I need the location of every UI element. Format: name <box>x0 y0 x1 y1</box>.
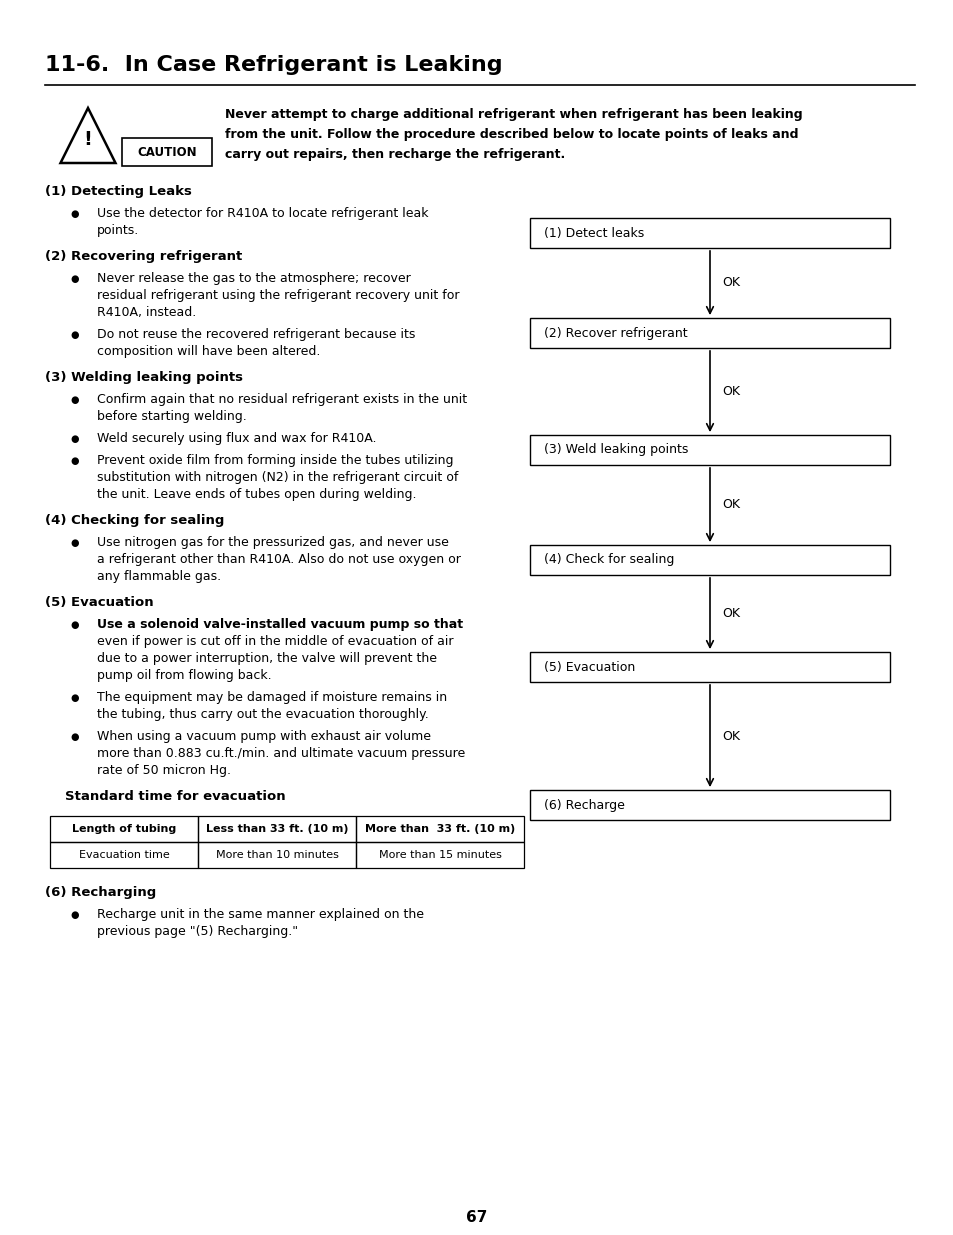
Bar <box>530 545 889 576</box>
Text: the unit. Leave ends of tubes open during welding.: the unit. Leave ends of tubes open durin… <box>97 488 416 501</box>
Bar <box>530 435 889 466</box>
Text: (5) Evacuation: (5) Evacuation <box>45 597 153 609</box>
Text: Do not reuse the recovered refrigerant because its: Do not reuse the recovered refrigerant b… <box>97 329 415 341</box>
Text: The equipment may be damaged if moisture remains in: The equipment may be damaged if moisture… <box>97 692 447 704</box>
Text: previous page "(5) Recharging.": previous page "(5) Recharging." <box>97 925 297 939</box>
Text: composition will have been altered.: composition will have been altered. <box>97 345 320 358</box>
Text: rate of 50 micron Hg.: rate of 50 micron Hg. <box>97 764 231 777</box>
Text: More than 15 minutes: More than 15 minutes <box>378 850 501 860</box>
Text: substitution with nitrogen (N2) in the refrigerant circuit of: substitution with nitrogen (N2) in the r… <box>97 471 457 484</box>
Text: OK: OK <box>721 277 740 289</box>
Bar <box>530 790 889 820</box>
Text: (4) Checking for sealing: (4) Checking for sealing <box>45 514 224 527</box>
Text: R410A, instead.: R410A, instead. <box>97 306 196 319</box>
Text: from the unit. Follow the procedure described below to locate points of leaks an: from the unit. Follow the procedure desc… <box>225 128 798 141</box>
Text: ●: ● <box>71 693 79 703</box>
Text: !: ! <box>84 131 92 149</box>
Text: carry out repairs, then recharge the refrigerant.: carry out repairs, then recharge the ref… <box>225 148 565 161</box>
Bar <box>122 138 212 165</box>
Text: (5) Evacuation: (5) Evacuation <box>543 661 635 673</box>
Text: More than  33 ft. (10 m): More than 33 ft. (10 m) <box>364 824 515 834</box>
Text: Standard time for evacuation: Standard time for evacuation <box>65 790 285 803</box>
Text: pump oil from flowing back.: pump oil from flowing back. <box>97 669 272 682</box>
Bar <box>50 816 198 842</box>
Text: (2) Recover refrigerant: (2) Recover refrigerant <box>543 326 687 340</box>
Text: ●: ● <box>71 433 79 445</box>
Text: Weld securely using flux and wax for R410A.: Weld securely using flux and wax for R41… <box>97 432 376 445</box>
Text: Less than 33 ft. (10 m): Less than 33 ft. (10 m) <box>206 824 348 834</box>
Bar <box>530 317 889 348</box>
Text: any flammable gas.: any flammable gas. <box>97 571 221 583</box>
Text: Length of tubing: Length of tubing <box>71 824 176 834</box>
Text: (1) Detecting Leaks: (1) Detecting Leaks <box>45 185 192 198</box>
Bar <box>198 842 355 868</box>
Text: (3) Weld leaking points: (3) Weld leaking points <box>543 443 688 457</box>
Text: (4) Check for sealing: (4) Check for sealing <box>543 553 674 567</box>
Bar <box>198 816 355 842</box>
Text: Never attempt to charge additional refrigerant when refrigerant has been leaking: Never attempt to charge additional refri… <box>225 107 801 121</box>
Text: ●: ● <box>71 456 79 466</box>
Text: before starting welding.: before starting welding. <box>97 410 247 424</box>
Text: More than 10 minutes: More than 10 minutes <box>215 850 338 860</box>
Text: Use the detector for R410A to locate refrigerant leak: Use the detector for R410A to locate ref… <box>97 207 428 220</box>
Bar <box>530 652 889 682</box>
Text: OK: OK <box>721 606 740 620</box>
Text: ●: ● <box>71 274 79 284</box>
Text: OK: OK <box>721 730 740 742</box>
Text: ●: ● <box>71 330 79 340</box>
Text: 11-6.  In Case Refrigerant is Leaking: 11-6. In Case Refrigerant is Leaking <box>45 56 502 75</box>
Text: (3) Welding leaking points: (3) Welding leaking points <box>45 370 243 384</box>
Text: Evacuation time: Evacuation time <box>78 850 170 860</box>
Bar <box>355 842 523 868</box>
Bar <box>50 842 198 868</box>
Text: Never release the gas to the atmosphere; recover: Never release the gas to the atmosphere;… <box>97 272 411 285</box>
Text: ●: ● <box>71 732 79 742</box>
Text: points.: points. <box>97 224 139 237</box>
Text: (2) Recovering refrigerant: (2) Recovering refrigerant <box>45 249 242 263</box>
Text: Confirm again that no residual refrigerant exists in the unit: Confirm again that no residual refrigera… <box>97 393 467 406</box>
Text: (6) Recharge: (6) Recharge <box>543 799 624 811</box>
Text: (1) Detect leaks: (1) Detect leaks <box>543 226 643 240</box>
Text: When using a vacuum pump with exhaust air volume: When using a vacuum pump with exhaust ai… <box>97 730 431 743</box>
Text: 67: 67 <box>466 1210 487 1225</box>
Text: even if power is cut off in the middle of evacuation of air: even if power is cut off in the middle o… <box>97 635 453 648</box>
Text: ●: ● <box>71 538 79 548</box>
Text: more than 0.883 cu.ft./min. and ultimate vacuum pressure: more than 0.883 cu.ft./min. and ultimate… <box>97 747 465 760</box>
Text: Use a solenoid valve-installed vacuum pump so that: Use a solenoid valve-installed vacuum pu… <box>97 618 462 631</box>
Text: a refrigerant other than R410A. Also do not use oxygen or: a refrigerant other than R410A. Also do … <box>97 553 460 566</box>
Text: (6) Recharging: (6) Recharging <box>45 885 156 899</box>
Text: the tubing, thus carry out the evacuation thoroughly.: the tubing, thus carry out the evacuatio… <box>97 708 428 721</box>
Bar <box>530 219 889 248</box>
Bar <box>355 816 523 842</box>
Text: Use nitrogen gas for the pressurized gas, and never use: Use nitrogen gas for the pressurized gas… <box>97 536 449 550</box>
Text: Recharge unit in the same manner explained on the: Recharge unit in the same manner explain… <box>97 908 423 921</box>
Text: CAUTION: CAUTION <box>137 146 196 158</box>
Text: ●: ● <box>71 620 79 630</box>
Text: ●: ● <box>71 395 79 405</box>
Text: ●: ● <box>71 209 79 219</box>
Text: due to a power interruption, the valve will prevent the: due to a power interruption, the valve w… <box>97 652 436 664</box>
Text: Prevent oxide film from forming inside the tubes utilizing: Prevent oxide film from forming inside t… <box>97 454 453 467</box>
Text: ●: ● <box>71 910 79 920</box>
Text: residual refrigerant using the refrigerant recovery unit for: residual refrigerant using the refrigera… <box>97 289 459 303</box>
Text: OK: OK <box>721 499 740 511</box>
Text: OK: OK <box>721 385 740 398</box>
